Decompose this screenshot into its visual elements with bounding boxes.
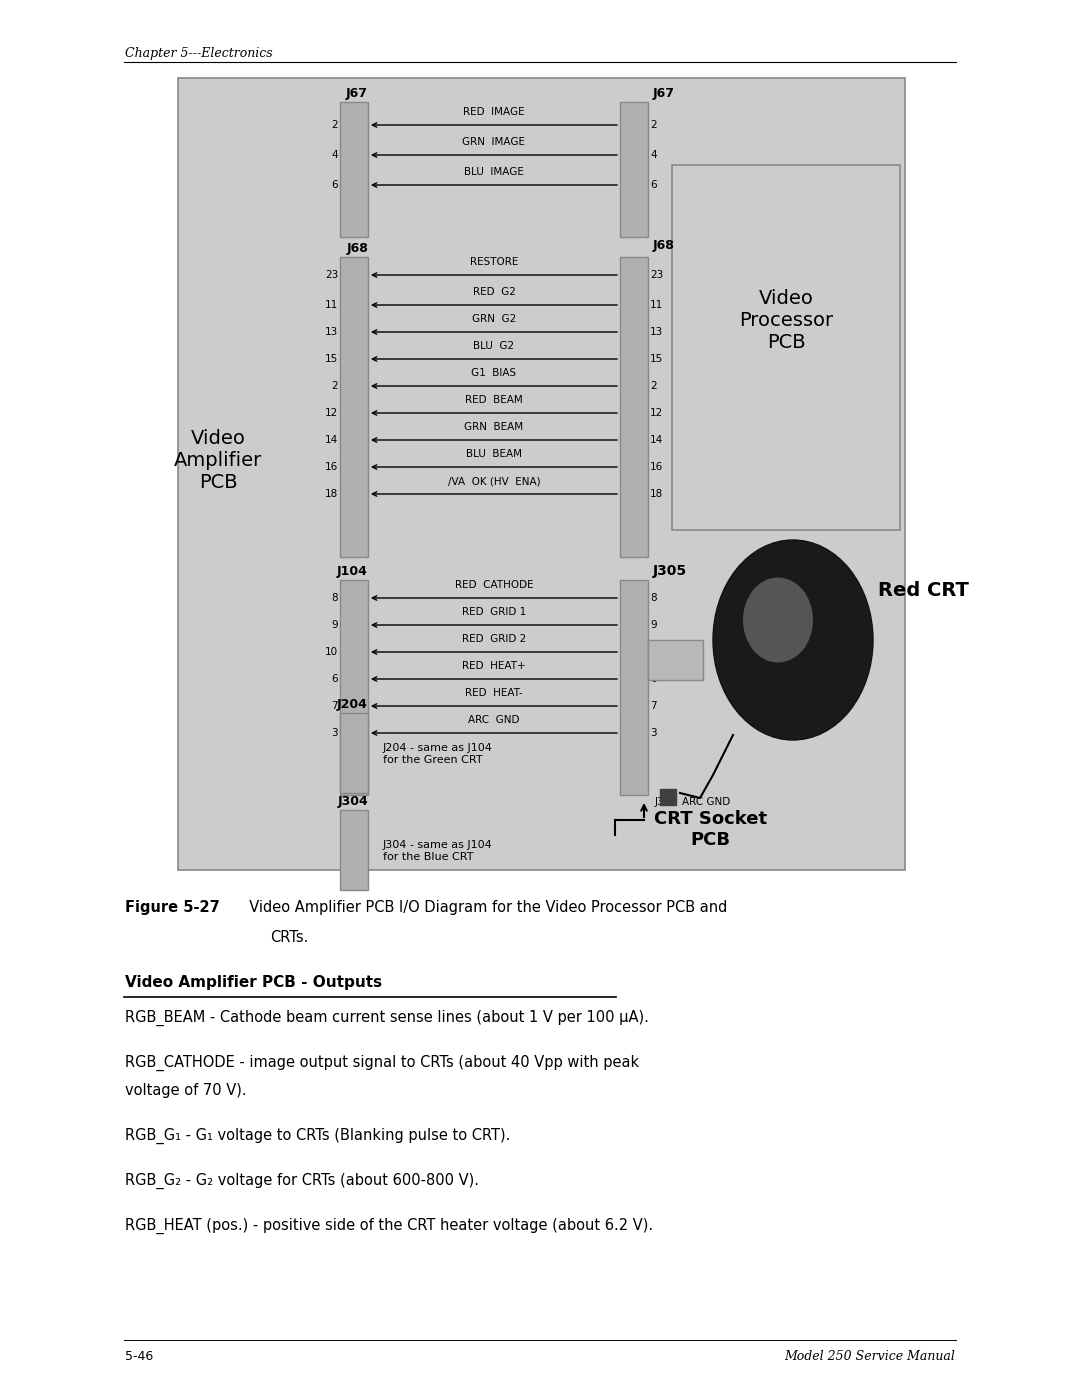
Text: RGB_CATHODE - image output signal to CRTs (about 40 Vpp with peak: RGB_CATHODE - image output signal to CRT… [125,1055,639,1071]
Text: J204 - same as J104
for the Green CRT: J204 - same as J104 for the Green CRT [383,743,492,764]
Text: 6: 6 [332,673,338,685]
Text: J104: J104 [337,564,368,578]
Text: 16: 16 [650,462,663,472]
Text: G1  BIAS: G1 BIAS [472,367,516,379]
Text: 15: 15 [325,353,338,365]
Text: J305: J305 [653,564,687,578]
Text: 3: 3 [650,728,657,738]
Text: RED  GRID 2: RED GRID 2 [462,634,526,644]
Text: J67: J67 [653,87,675,101]
Text: 15: 15 [650,353,663,365]
Text: 18: 18 [325,489,338,499]
Text: Red CRT: Red CRT [878,581,969,599]
Text: Chapter 5---Electronics: Chapter 5---Electronics [125,47,272,60]
Text: RGB_HEAT (pos.) - positive side of the CRT heater voltage (about 6.2 V).: RGB_HEAT (pos.) - positive side of the C… [125,1218,653,1234]
Text: 16: 16 [325,462,338,472]
Text: /VA  OK (HV  ENA): /VA OK (HV ENA) [448,476,540,486]
Bar [340,257,368,557]
Text: 6: 6 [650,673,657,685]
Text: 9: 9 [332,620,338,630]
Text: BLU  IMAGE: BLU IMAGE [464,168,524,177]
Text: 4: 4 [332,149,338,161]
Text: RGB_BEAM - Cathode beam current sense lines (about 1 V per 100 μA).: RGB_BEAM - Cathode beam current sense li… [125,1010,649,1027]
Bar [620,102,648,237]
Text: BLU  G2: BLU G2 [473,341,514,351]
Text: 10: 10 [325,647,338,657]
Text: 13: 13 [325,327,338,337]
Text: ARC GND: ARC GND [681,798,730,807]
Bar [340,102,368,237]
Text: GRN  BEAM: GRN BEAM [464,422,524,432]
Text: RED  BEAM: RED BEAM [465,395,523,405]
Text: CRTs.: CRTs. [270,930,309,944]
Text: CRT Socket
PCB: CRT Socket PCB [654,810,767,849]
Text: 4: 4 [650,149,657,161]
Text: Video Amplifier PCB - Outputs: Video Amplifier PCB - Outputs [125,975,382,990]
Bar [620,580,648,795]
Bar [178,78,905,870]
Text: GRN  IMAGE: GRN IMAGE [462,137,526,147]
Text: J68: J68 [653,239,675,251]
Text: 7: 7 [650,701,657,711]
Text: 18: 18 [650,489,663,499]
Text: 12: 12 [325,408,338,418]
Text: RESTORE: RESTORE [470,257,518,267]
Bar [340,580,368,795]
Text: 11: 11 [325,300,338,310]
Text: 23: 23 [650,270,663,279]
Text: 8: 8 [650,592,657,604]
Text: 10: 10 [650,647,663,657]
Text: 2: 2 [332,120,338,130]
Text: 23: 23 [325,270,338,279]
Text: 8: 8 [332,592,338,604]
Bar [620,257,648,557]
Text: J67: J67 [346,87,368,101]
Text: RGB_G₁ - G₁ voltage to CRTs (Blanking pulse to CRT).: RGB_G₁ - G₁ voltage to CRTs (Blanking pu… [125,1127,511,1144]
Text: J304: J304 [337,795,368,807]
Text: Model 250 Service Manual: Model 250 Service Manual [784,1350,955,1363]
Bar [672,165,900,529]
Text: 2: 2 [650,120,657,130]
Text: RED  CATHODE: RED CATHODE [455,580,534,590]
Text: 3: 3 [332,728,338,738]
Text: Video
Processor
PCB: Video Processor PCB [739,289,833,352]
Text: 14: 14 [325,434,338,446]
Text: RGB_G₂ - G₂ voltage for CRTs (about 600-800 V).: RGB_G₂ - G₂ voltage for CRTs (about 600-… [125,1173,480,1189]
Text: voltage of 70 V).: voltage of 70 V). [125,1083,246,1098]
Ellipse shape [713,541,873,740]
Text: Video Amplifier PCB I/O Diagram for the Video Processor PCB and: Video Amplifier PCB I/O Diagram for the … [240,900,727,915]
Text: 2: 2 [650,381,657,391]
Text: 6: 6 [650,180,657,190]
Text: 2: 2 [332,381,338,391]
Text: 11: 11 [650,300,663,310]
Text: BLU  BEAM: BLU BEAM [465,448,522,460]
Text: ARC  GND: ARC GND [469,715,519,725]
Text: Video
Amplifier
PCB: Video Amplifier PCB [174,429,262,492]
Bar [660,789,676,805]
Text: GRN  G2: GRN G2 [472,314,516,324]
Bar [340,712,368,793]
Text: RED  HEAT+: RED HEAT+ [462,661,526,671]
Text: 12: 12 [650,408,663,418]
Text: RED  IMAGE: RED IMAGE [463,108,525,117]
Text: J303: J303 [654,798,678,807]
Text: 14: 14 [650,434,663,446]
Text: 6: 6 [332,180,338,190]
Text: J304 - same as J104
for the Blue CRT: J304 - same as J104 for the Blue CRT [383,840,492,862]
Text: Figure 5-27: Figure 5-27 [125,900,219,915]
Text: RED  HEAT-: RED HEAT- [465,687,523,698]
Text: 7: 7 [332,701,338,711]
Text: J68: J68 [346,242,368,256]
Ellipse shape [743,577,813,662]
Bar [648,640,703,680]
Text: 9: 9 [650,620,657,630]
Text: RED  GRID 1: RED GRID 1 [462,608,526,617]
Text: J204: J204 [337,698,368,711]
Bar [340,810,368,890]
Text: RED  G2: RED G2 [473,286,515,298]
Text: 13: 13 [650,327,663,337]
Text: 5-46: 5-46 [125,1350,153,1363]
